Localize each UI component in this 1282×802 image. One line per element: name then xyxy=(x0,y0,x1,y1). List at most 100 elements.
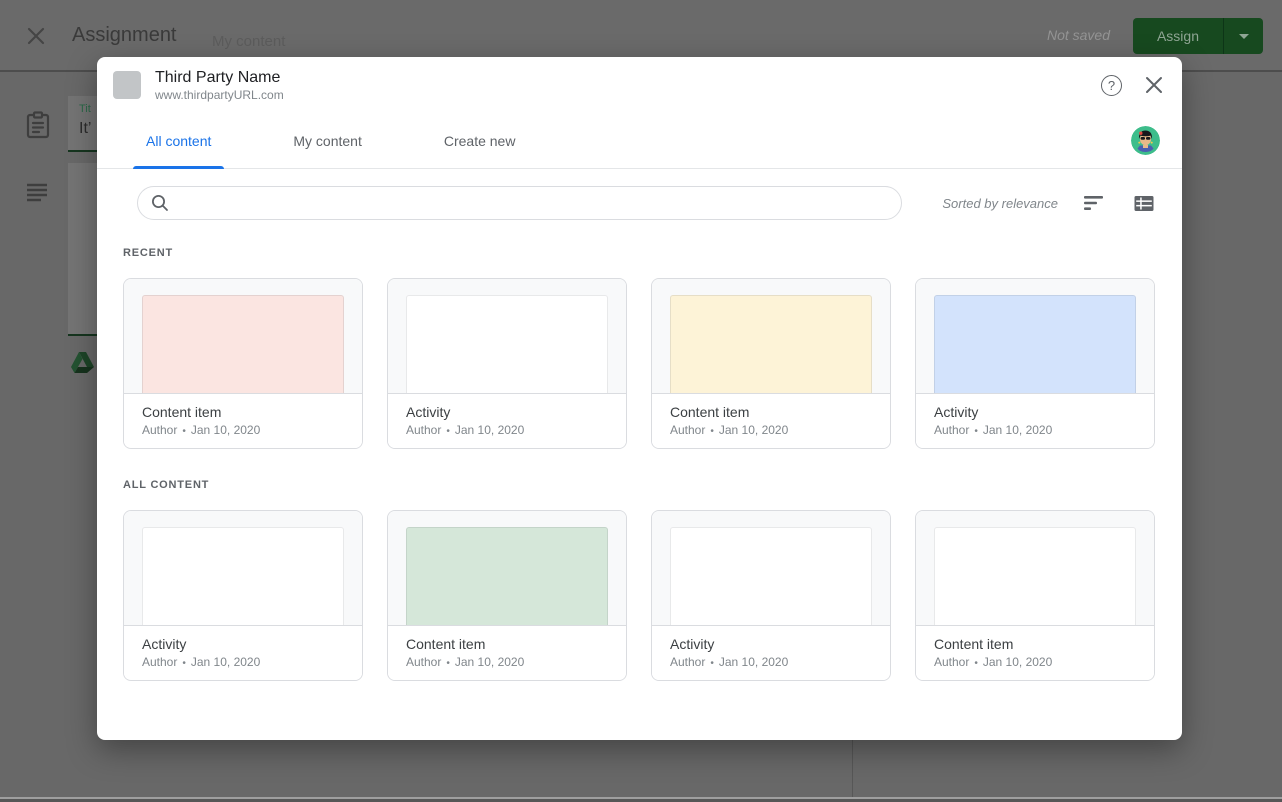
dialog-header: Third Party Name www.thirdpartyURL.com ? xyxy=(97,57,1182,113)
content-card[interactable]: Activity Author • Jan 10, 2020 xyxy=(651,510,891,681)
card-footer: Activity Author • Jan 10, 2020 xyxy=(388,393,626,448)
assign-split-button[interactable]: Assign xyxy=(1132,18,1263,54)
description-lines-icon[interactable] xyxy=(26,183,48,208)
card-date: Jan 10, 2020 xyxy=(190,655,261,669)
meta-separator: • xyxy=(446,426,450,437)
card-title: Content item xyxy=(406,636,486,652)
card-thumbnail-preview xyxy=(934,295,1136,393)
card-title: Activity xyxy=(406,404,451,420)
card-thumbnail xyxy=(124,511,362,625)
meta-separator: • xyxy=(974,658,978,669)
instructions-field-underline xyxy=(68,334,97,336)
card-footer: Content item Author • Jan 10, 2020 xyxy=(916,625,1154,680)
search-toolbar: Sorted by relevance xyxy=(97,186,1182,220)
content-card[interactable]: Activity Author • Jan 10, 2020 xyxy=(123,510,363,681)
content-card[interactable]: Content item Author • Jan 10, 2020 xyxy=(651,278,891,449)
background-instructions-field xyxy=(68,163,97,334)
section-label-recent: RECENT xyxy=(123,247,174,259)
card-thumbnail-preview xyxy=(406,295,608,393)
card-thumbnail xyxy=(652,279,890,393)
title-field-label: Tit xyxy=(79,103,91,115)
caret-down-icon xyxy=(1238,33,1249,39)
card-thumbnail-preview xyxy=(406,527,608,625)
card-date: Jan 10, 2020 xyxy=(718,423,789,437)
sort-icon[interactable] xyxy=(1084,194,1104,212)
content-tabs: All content My content Create new xyxy=(97,113,1182,169)
background-title-field xyxy=(68,96,97,150)
card-date: Jan 10, 2020 xyxy=(454,423,525,437)
all-content-section: ALL CONTENT Activity Author • Jan 10, 2020 xyxy=(97,479,1182,681)
sort-status-label: Sorted by relevance xyxy=(942,195,1058,211)
third-party-picker-dialog: Third Party Name www.thirdpartyURL.com ?… xyxy=(97,57,1182,740)
card-author: Author xyxy=(934,655,970,669)
tab-all-content[interactable]: All content xyxy=(133,113,225,169)
card-thumbnail-preview xyxy=(670,295,872,393)
card-author: Author xyxy=(670,655,706,669)
background-close-icon[interactable] xyxy=(24,24,48,48)
card-date: Jan 10, 2020 xyxy=(982,655,1053,669)
all-content-card-grid: Activity Author • Jan 10, 2020 Content ite… xyxy=(123,510,1155,681)
list-view-icon[interactable] xyxy=(1134,195,1154,212)
assignment-clipboard-icon[interactable] xyxy=(25,111,51,144)
not-saved-status: Not saved xyxy=(1046,27,1110,43)
card-date: Jan 10, 2020 xyxy=(454,655,525,669)
card-footer: Activity Author • Jan 10, 2020 xyxy=(124,625,362,680)
dialog-header-text: Third Party Name www.thirdpartyURL.com xyxy=(155,68,284,103)
content-card[interactable]: Content item Author • Jan 10, 2020 xyxy=(387,510,627,681)
assign-dropdown-button[interactable] xyxy=(1224,18,1263,54)
meta-separator: • xyxy=(182,658,186,669)
third-party-app-icon xyxy=(113,71,141,99)
card-author: Author xyxy=(934,423,970,437)
meta-separator: • xyxy=(710,426,714,437)
card-title: Content item xyxy=(670,404,750,420)
content-card[interactable]: Activity Author • Jan 10, 2020 xyxy=(915,278,1155,449)
tab-my-content[interactable]: My content xyxy=(293,132,362,149)
assign-button[interactable]: Assign xyxy=(1133,18,1224,54)
content-card[interactable]: Content item Author • Jan 10, 2020 xyxy=(915,510,1155,681)
card-meta: Author • Jan 10, 2020 xyxy=(934,654,1136,672)
assignment-page-title: Assignment xyxy=(72,24,177,46)
card-footer: Content item Author • Jan 10, 2020 xyxy=(652,393,890,448)
search-icon xyxy=(152,195,168,211)
card-title: Content item xyxy=(142,404,222,420)
content-card[interactable]: Content item Author • Jan 10, 2020 xyxy=(123,278,363,449)
card-meta: Author • Jan 10, 2020 xyxy=(142,654,344,672)
card-thumbnail xyxy=(916,511,1154,625)
card-meta: Author • Jan 10, 2020 xyxy=(406,422,608,440)
search-box[interactable] xyxy=(137,186,902,220)
recent-card-grid: Content item Author • Jan 10, 2020 Activit… xyxy=(123,278,1155,449)
help-icon[interactable]: ? xyxy=(1101,74,1122,96)
meta-separator: • xyxy=(974,426,978,437)
tab-create-new[interactable]: Create new xyxy=(443,132,516,149)
section-label-all-content: ALL CONTENT xyxy=(123,479,210,491)
google-drive-icon[interactable] xyxy=(71,351,94,380)
card-thumbnail xyxy=(916,279,1154,393)
card-footer: Activity Author • Jan 10, 2020 xyxy=(652,625,890,680)
card-thumbnail xyxy=(388,279,626,393)
card-meta: Author • Jan 10, 2020 xyxy=(934,422,1136,440)
recent-section: RECENT Content item Author • Jan 10, 2020 xyxy=(97,247,1182,449)
card-meta: Author • Jan 10, 2020 xyxy=(670,654,872,672)
user-avatar[interactable] xyxy=(1131,126,1160,155)
background-ghost-tab-label: My content xyxy=(212,33,286,50)
card-date: Jan 10, 2020 xyxy=(718,655,789,669)
card-title: Activity xyxy=(670,636,715,652)
content-card[interactable]: Activity Author • Jan 10, 2020 xyxy=(387,278,627,449)
card-author: Author xyxy=(670,423,706,437)
card-title: Content item xyxy=(934,636,1014,652)
meta-separator: • xyxy=(182,426,186,437)
card-title: Activity xyxy=(142,636,187,652)
search-input[interactable] xyxy=(179,195,889,211)
card-author: Author xyxy=(406,655,442,669)
card-meta: Author • Jan 10, 2020 xyxy=(670,422,872,440)
close-dialog-icon[interactable] xyxy=(1144,75,1164,95)
card-meta: Author • Jan 10, 2020 xyxy=(142,422,344,440)
card-date: Jan 10, 2020 xyxy=(982,423,1053,437)
card-thumbnail-preview xyxy=(142,295,344,393)
card-author: Author xyxy=(142,655,178,669)
card-thumbnail-preview xyxy=(934,527,1136,625)
card-meta: Author • Jan 10, 2020 xyxy=(406,654,608,672)
card-thumbnail xyxy=(124,279,362,393)
card-footer: Content item Author • Jan 10, 2020 xyxy=(388,625,626,680)
background-bottom-line xyxy=(0,797,1282,799)
